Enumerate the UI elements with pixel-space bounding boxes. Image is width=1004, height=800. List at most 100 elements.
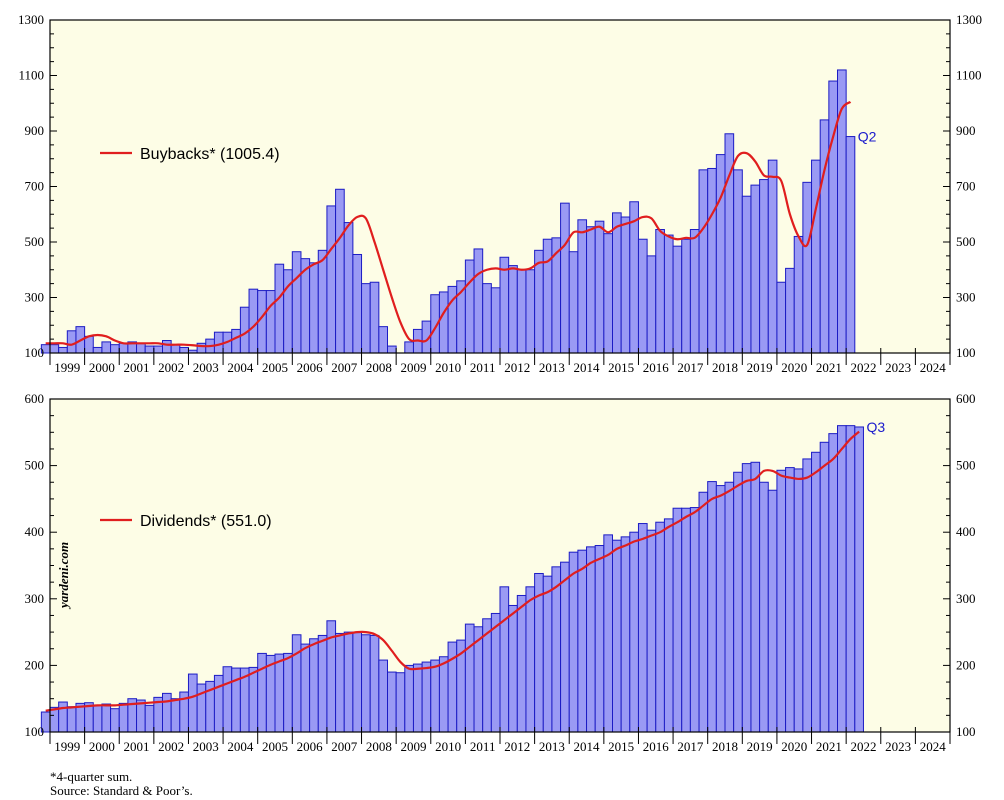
bar xyxy=(568,251,579,354)
bar xyxy=(231,328,241,354)
bar xyxy=(672,507,683,733)
y-tick-label-left: 200 xyxy=(25,657,45,672)
bar xyxy=(343,631,354,733)
bar xyxy=(603,233,613,354)
bar xyxy=(620,536,631,733)
bar xyxy=(395,672,406,733)
bar xyxy=(837,425,847,733)
bar xyxy=(352,253,363,354)
bar xyxy=(283,652,293,733)
y-tick-label-right: 300 xyxy=(956,591,976,606)
bar xyxy=(110,708,120,733)
x-tick-label: 2023 xyxy=(885,739,911,754)
x-tick-label: 2019 xyxy=(747,739,773,754)
y-tick-label-left: 600 xyxy=(25,391,45,406)
x-tick-label: 2001 xyxy=(124,739,150,754)
x-tick-label: 2012 xyxy=(504,739,530,754)
x-tick-label: 2014 xyxy=(574,739,601,754)
bar xyxy=(335,188,345,354)
y-tick-label-left: 100 xyxy=(25,345,45,360)
y-tick-label-left: 500 xyxy=(25,234,45,249)
bar xyxy=(231,667,241,733)
bar xyxy=(404,664,414,733)
y-tick-label-right: 1300 xyxy=(956,12,982,27)
bar xyxy=(637,523,648,733)
x-tick-label: 2003 xyxy=(193,360,219,375)
bar xyxy=(767,159,778,354)
bar xyxy=(309,262,319,354)
bar xyxy=(291,251,302,354)
bar xyxy=(586,226,596,354)
bar xyxy=(707,167,717,354)
bar xyxy=(378,659,389,733)
bar xyxy=(603,534,613,733)
bar xyxy=(274,653,285,733)
watermark: yardeni.com xyxy=(56,542,71,610)
bar xyxy=(101,703,112,733)
y-tick-label-left: 900 xyxy=(25,123,45,138)
bar xyxy=(612,539,622,733)
bar xyxy=(542,575,553,733)
bar xyxy=(724,481,735,733)
x-tick-label: 2012 xyxy=(504,360,530,375)
x-tick-label: 2005 xyxy=(262,739,288,754)
bar xyxy=(170,344,181,354)
bar xyxy=(802,458,813,733)
bar xyxy=(785,467,795,733)
bar xyxy=(612,212,622,354)
bar xyxy=(586,546,596,733)
bar xyxy=(811,451,821,733)
bar xyxy=(629,201,639,354)
bar xyxy=(490,287,501,354)
bar xyxy=(741,195,752,354)
bar xyxy=(213,331,224,354)
bar xyxy=(179,346,189,354)
bar xyxy=(343,222,354,354)
bar xyxy=(508,265,518,354)
bar xyxy=(802,181,813,354)
bar xyxy=(447,641,458,733)
bar xyxy=(785,267,795,354)
y-tick-label-right: 1100 xyxy=(956,68,982,83)
bar xyxy=(854,426,864,733)
bar xyxy=(412,663,423,733)
y-tick-label-left: 400 xyxy=(25,524,45,539)
bar xyxy=(655,521,665,733)
bar xyxy=(568,551,579,733)
bar xyxy=(793,235,804,354)
bar xyxy=(66,706,77,733)
quarter-label: Q2 xyxy=(858,129,877,145)
x-tick-label: 2000 xyxy=(89,360,115,375)
y-tick-label-left: 700 xyxy=(25,179,45,194)
x-tick-label: 2023 xyxy=(885,360,911,375)
bar xyxy=(49,344,60,354)
bar xyxy=(837,69,847,354)
bar xyxy=(715,485,726,733)
bar xyxy=(759,179,769,354)
bar xyxy=(378,326,389,354)
bar xyxy=(490,612,501,733)
y-tick-label-right: 400 xyxy=(956,524,976,539)
x-tick-label: 2022 xyxy=(850,739,876,754)
bar xyxy=(162,340,172,354)
x-tick-label: 2008 xyxy=(366,360,392,375)
bar xyxy=(594,220,605,354)
bar xyxy=(430,659,440,733)
bar xyxy=(153,345,164,354)
y-tick-label-right: 600 xyxy=(956,391,976,406)
x-tick-label: 1999 xyxy=(54,360,80,375)
x-tick-label: 2002 xyxy=(158,739,184,754)
bar xyxy=(776,469,787,733)
bar xyxy=(525,586,536,733)
bar xyxy=(819,441,830,733)
bar xyxy=(516,269,527,354)
bar xyxy=(187,673,198,733)
bar xyxy=(213,674,224,733)
bar xyxy=(655,229,665,354)
footnote-source: Source: Standard & Poor’s. xyxy=(50,783,193,798)
x-tick-label: 2016 xyxy=(643,739,670,754)
bar xyxy=(715,154,726,354)
bar xyxy=(707,481,717,733)
bar xyxy=(663,234,674,354)
bar xyxy=(681,507,691,733)
